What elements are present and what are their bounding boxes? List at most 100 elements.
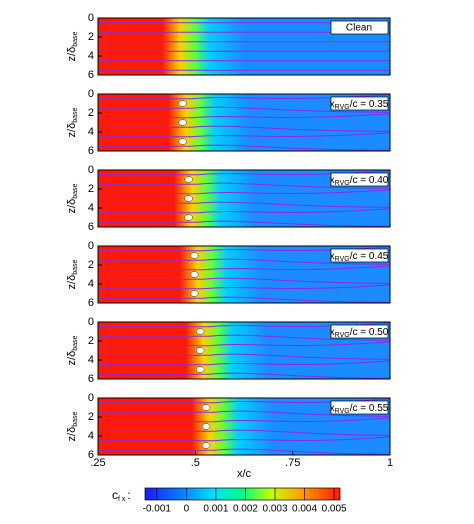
y-tick-label: 6 bbox=[88, 69, 94, 81]
y-tick-label: 2 bbox=[88, 335, 94, 347]
streamline bbox=[98, 189, 391, 195]
annotation-box bbox=[330, 248, 389, 263]
streamline bbox=[98, 296, 391, 303]
streamline bbox=[98, 220, 391, 227]
streamline bbox=[98, 334, 391, 341]
y-label-sub: base bbox=[72, 411, 79, 426]
y-tick-label: 2 bbox=[88, 107, 94, 119]
streamline bbox=[98, 410, 391, 417]
plot-frame bbox=[97, 321, 391, 380]
x-tick-label: .25 bbox=[90, 457, 105, 469]
annotation-rest: /c = 0.55 bbox=[350, 403, 389, 414]
colorbar-tick-label: 0.003 bbox=[262, 504, 287, 515]
y-label-main: z/δ bbox=[66, 199, 78, 214]
y-label-main: z/δ bbox=[66, 123, 78, 138]
y-tick-label: 6 bbox=[88, 297, 94, 309]
y-tick-label: 4 bbox=[88, 202, 94, 214]
colorbar-tick-label: 0.005 bbox=[322, 504, 347, 515]
annotation-sub: RVG bbox=[335, 256, 350, 263]
annotation: xRVG/c = 0.55 bbox=[330, 400, 389, 415]
y-tick-label: 6 bbox=[88, 145, 94, 157]
annotation-text: xRVG/c = 0.50 bbox=[330, 327, 389, 339]
streamline bbox=[98, 341, 391, 347]
annotation-sub: RVG bbox=[335, 408, 350, 415]
annotation-box bbox=[330, 324, 389, 339]
annotation-base: x bbox=[330, 175, 335, 186]
annotation-box bbox=[330, 400, 389, 415]
streamline bbox=[98, 360, 391, 366]
colorbar-tick-label: 0.001 bbox=[203, 504, 228, 515]
y-tick-label: 2 bbox=[88, 31, 94, 43]
y-tick-label: 4 bbox=[88, 278, 94, 290]
annotation-sub: RVG bbox=[335, 332, 350, 339]
plot-frame bbox=[97, 17, 391, 76]
vortex-generator bbox=[195, 328, 205, 335]
y-tick-label: 6 bbox=[88, 221, 94, 233]
y-label-sub: base bbox=[72, 31, 79, 46]
streamline bbox=[98, 113, 391, 119]
y-tick-label: 2 bbox=[88, 183, 94, 195]
colorbar-tick-label: 0 bbox=[184, 504, 190, 515]
streamline bbox=[98, 132, 391, 138]
streamline bbox=[98, 144, 391, 151]
annotation-text: xRVG/c = 0.35 bbox=[330, 99, 389, 111]
y-tick-label: 4 bbox=[88, 430, 94, 442]
y-tick-label: 0 bbox=[88, 12, 94, 24]
x-tick-label: .5 bbox=[191, 457, 200, 469]
vortex-generator bbox=[190, 252, 199, 259]
annotation-base: x bbox=[330, 99, 335, 110]
streamline bbox=[98, 258, 391, 265]
vortex-generator bbox=[178, 119, 187, 126]
annotation: xRVG/c = 0.50 bbox=[330, 324, 389, 339]
vortex-generator bbox=[190, 271, 199, 278]
annotation-base: x bbox=[330, 403, 335, 414]
annotation-text: xRVG/c = 0.55 bbox=[330, 403, 389, 415]
vortex-generator bbox=[195, 347, 205, 354]
y-tick-label: 0 bbox=[88, 88, 94, 100]
streamline bbox=[98, 353, 391, 360]
vortex-generator bbox=[184, 214, 193, 221]
annotation-text: xRVG/c = 0.45 bbox=[330, 251, 389, 263]
vortex-generator bbox=[178, 138, 187, 145]
annotation: Clean bbox=[330, 20, 389, 35]
vortex-generator bbox=[184, 195, 193, 202]
annotation-rest: /c = 0.40 bbox=[350, 175, 389, 186]
annotation-box bbox=[330, 20, 389, 35]
vortex-generator bbox=[201, 404, 211, 411]
colorbar-label: cf x: bbox=[112, 488, 131, 503]
streamline bbox=[98, 448, 391, 455]
annotation-text: Clean bbox=[346, 23, 372, 34]
colorbar-label-sub: f x bbox=[118, 496, 126, 503]
colorbar-tick-label: 0.002 bbox=[233, 504, 258, 515]
y-label-sub: base bbox=[72, 107, 79, 122]
streamline bbox=[98, 106, 391, 113]
annotation-rest: /c = 0.35 bbox=[350, 99, 389, 110]
vortex-generator bbox=[178, 100, 187, 107]
y-axis-label: z/δbase bbox=[66, 31, 79, 61]
y-label-main: z/δ bbox=[66, 427, 78, 442]
colorbar-tick-label: 0.004 bbox=[292, 504, 317, 515]
streamline bbox=[98, 429, 391, 436]
colorbar-tick-label: -0.001 bbox=[143, 504, 172, 515]
streamline bbox=[98, 182, 391, 189]
y-label-main: z/δ bbox=[66, 275, 78, 290]
annotation-box bbox=[330, 96, 389, 111]
y-axis-label: z/δbase bbox=[66, 335, 79, 365]
y-axis-label: z/δbase bbox=[66, 107, 79, 137]
vortex-generator bbox=[195, 366, 205, 373]
y-tick-label: 6 bbox=[88, 449, 94, 461]
annotation-base: x bbox=[330, 327, 335, 338]
vortex-generator bbox=[190, 290, 199, 297]
vortex-generator bbox=[201, 442, 211, 449]
streamline bbox=[98, 417, 391, 423]
annotation-rest: /c = 0.45 bbox=[350, 251, 389, 262]
y-tick-label: 4 bbox=[88, 126, 94, 138]
y-tick-label: 4 bbox=[88, 50, 94, 62]
y-axis-label: z/δbase bbox=[66, 259, 79, 289]
annotation-base: x bbox=[330, 251, 335, 262]
annotation: xRVG/c = 0.35 bbox=[330, 96, 389, 111]
y-axis-label: z/δbase bbox=[66, 183, 79, 213]
y-tick-label: 2 bbox=[88, 259, 94, 271]
streamline bbox=[98, 201, 391, 208]
plot-frame bbox=[97, 169, 391, 228]
